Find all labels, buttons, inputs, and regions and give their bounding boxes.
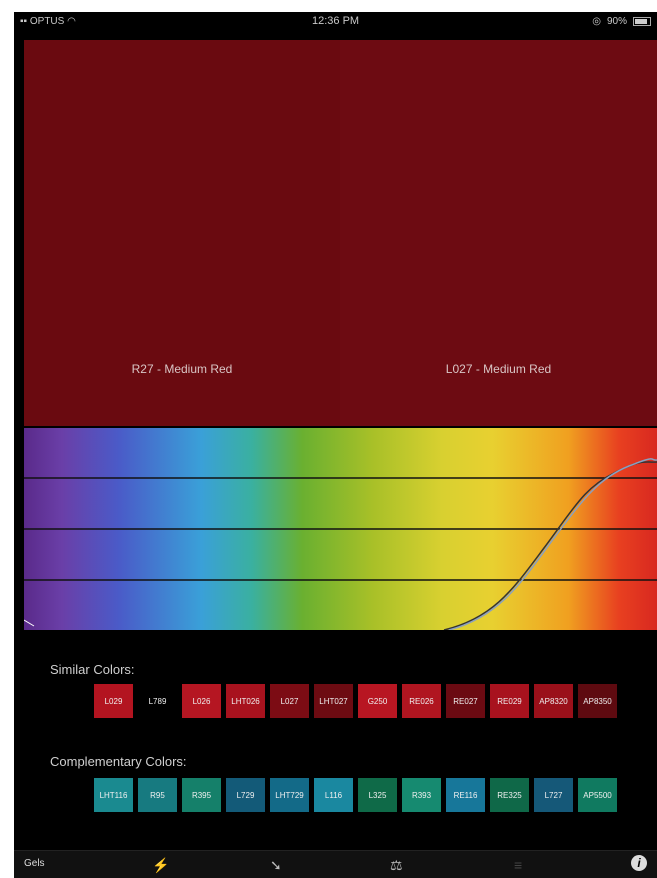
complementary-chip[interactable]: L325	[358, 778, 397, 812]
carrier-text: OPTUS	[29, 16, 65, 27]
similar-chip-label: LHT027	[319, 696, 348, 706]
clock: 12:36 PM	[312, 15, 360, 27]
similar-chip[interactable]: L029	[94, 684, 133, 718]
compare-icon[interactable]: ⚖	[390, 857, 403, 873]
similar-chip-label: RE027	[453, 696, 478, 706]
complementary-chip[interactable]: R393	[402, 778, 441, 812]
similar-colors-row: L029 L789 L026 LHT026 L027 LHT027 G250 RE026 RE0…	[94, 684, 617, 718]
similar-chip-label: L027	[280, 696, 299, 706]
complementary-chip-label: R95	[150, 790, 165, 800]
complementary-chip[interactable]: R395	[182, 778, 221, 812]
curve-secondary	[448, 458, 657, 630]
status-bar: ▪▪ OPTUS ◠ 12:36 PM ◎ 90%	[14, 12, 657, 34]
wifi-icon: ◠	[67, 16, 76, 27]
similar-chip[interactable]: L027	[270, 684, 309, 718]
complementary-chip-label: L116	[324, 790, 343, 800]
similar-chip[interactable]: RE027	[446, 684, 485, 718]
complementary-chip-label: LHT729	[275, 790, 304, 800]
similar-chip[interactable]: AP8320	[534, 684, 573, 718]
similar-chip-label: L026	[192, 696, 211, 706]
complementary-chip-label: R395	[191, 790, 212, 800]
complementary-chip-label: R393	[411, 790, 432, 800]
complementary-chip[interactable]: L116	[314, 778, 353, 812]
status-right: ◎ 90%	[592, 16, 651, 27]
similar-chip[interactable]: RE026	[402, 684, 441, 718]
similar-chip[interactable]: AP8350	[578, 684, 617, 718]
swatch-right[interactable]: L027 - Medium Red	[340, 40, 657, 426]
similar-chip[interactable]: L789	[138, 684, 177, 718]
complementary-chip-label: RE116	[453, 790, 478, 800]
similar-chip[interactable]: L026	[182, 684, 221, 718]
complementary-chip-label: AP5500	[583, 790, 612, 800]
similar-chip[interactable]: LHT026	[226, 684, 265, 718]
complementary-chip[interactable]: R95	[138, 778, 177, 812]
battery-icon	[633, 17, 651, 26]
spectrum-graph	[24, 428, 657, 630]
swatch-right-label: L027 - Medium Red	[445, 362, 552, 376]
curve-left-tail	[24, 619, 35, 627]
complementary-chip[interactable]: L729	[226, 778, 265, 812]
complementary-chip[interactable]: LHT729	[270, 778, 309, 812]
curve-primary	[443, 461, 657, 630]
similar-chip[interactable]: LHT027	[314, 684, 353, 718]
menu-icon[interactable]: ≡	[514, 857, 523, 873]
tab-gels[interactable]: Gels	[24, 858, 45, 869]
complementary-chip-label: L729	[236, 790, 255, 800]
similar-chip-label: AP8350	[583, 696, 612, 706]
similar-chip[interactable]: RE029	[490, 684, 529, 718]
similar-chip-label: RE026	[409, 696, 434, 706]
battery-percent: 90%	[606, 16, 627, 27]
similar-chip-label: LHT026	[231, 696, 260, 706]
carrier-label: ▪▪ OPTUS ◠	[20, 16, 76, 27]
tab-bar: Gels ⚡ ➘ ⚖ ≡ i	[14, 850, 657, 878]
swatch-left[interactable]: R27 - Medium Red	[24, 40, 340, 426]
complementary-chip[interactable]: RE116	[446, 778, 485, 812]
complementary-chip[interactable]: LHT116	[94, 778, 133, 812]
pointer-icon[interactable]: ➘	[270, 857, 282, 873]
complementary-chip[interactable]: AP5500	[578, 778, 617, 812]
complementary-colors-row: LHT116 R95 R395 L729 LHT729 L116 L325 R393 RE116…	[94, 778, 617, 812]
similar-chip-label: L789	[148, 696, 167, 706]
similar-chip-label: RE029	[497, 696, 522, 706]
similar-chip-label: AP8320	[539, 696, 568, 706]
similar-colors-title: Similar Colors:	[50, 662, 135, 677]
info-icon[interactable]: i	[631, 855, 647, 871]
rotation-lock-icon: ◎	[592, 16, 601, 27]
complementary-chip-label: RE325	[497, 790, 522, 800]
similar-chip[interactable]: G250	[358, 684, 397, 718]
swatch-left-label: R27 - Medium Red	[131, 362, 233, 376]
app-frame: ▪▪ OPTUS ◠ 12:36 PM ◎ 90% R27 - Medium R…	[14, 12, 657, 878]
lightning-icon[interactable]: ⚡	[152, 857, 170, 873]
complementary-colors-title: Complementary Colors:	[50, 754, 187, 769]
complementary-chip-label: L325	[368, 790, 387, 800]
complementary-chip[interactable]: L727	[534, 778, 573, 812]
similar-chip-label: G250	[367, 696, 388, 706]
similar-chip-label: L029	[104, 696, 123, 706]
complementary-chip-label: LHT116	[99, 790, 128, 800]
transmission-curve-svg	[24, 458, 657, 630]
complementary-chip-label: L727	[544, 790, 563, 800]
complementary-chip[interactable]: RE325	[490, 778, 529, 812]
